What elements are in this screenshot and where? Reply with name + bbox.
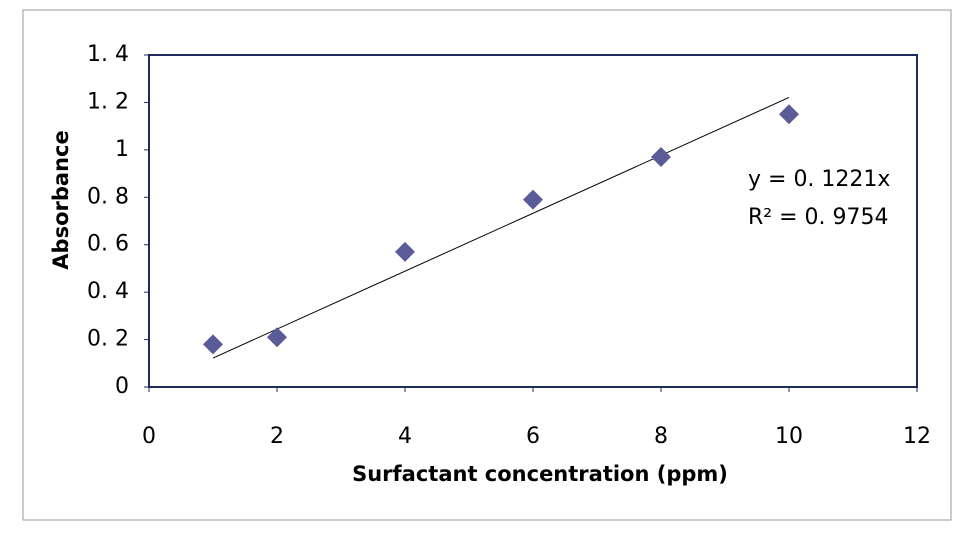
y-axis-label: Absorbance (49, 130, 73, 269)
trendline (212, 96, 790, 359)
data-point (267, 327, 287, 348)
y-tick-label: 0. 6 (87, 232, 129, 257)
y-tick-label: 1. 2 (87, 89, 129, 114)
y-tick-label: 0 (115, 374, 129, 399)
y-tick-label: 0. 4 (87, 279, 129, 304)
r-squared: R² = 0. 9754 (748, 205, 889, 230)
y-tick-label: 1 (115, 137, 129, 162)
data-point (779, 104, 799, 125)
y-tick-label: 0. 2 (87, 327, 129, 352)
x-tick-label: 10 (775, 424, 803, 449)
data-point (203, 334, 223, 355)
x-tick-label: 2 (270, 424, 284, 449)
x-tick-label: 0 (142, 424, 156, 449)
x-tick-label: 6 (526, 424, 540, 449)
x-tick-label: 12 (903, 424, 931, 449)
y-tick-label: 0. 8 (87, 184, 129, 209)
x-tick-label: 4 (398, 424, 412, 449)
trend-equation: y = 0. 1221x (748, 167, 890, 192)
data-point (651, 146, 671, 167)
x-axis-label: Surfactant concentration (ppm) (352, 462, 728, 486)
y-tick-label: 1. 4 (87, 42, 129, 67)
data-point (523, 189, 543, 210)
data-point (395, 241, 415, 262)
x-tick-label: 8 (654, 424, 668, 449)
